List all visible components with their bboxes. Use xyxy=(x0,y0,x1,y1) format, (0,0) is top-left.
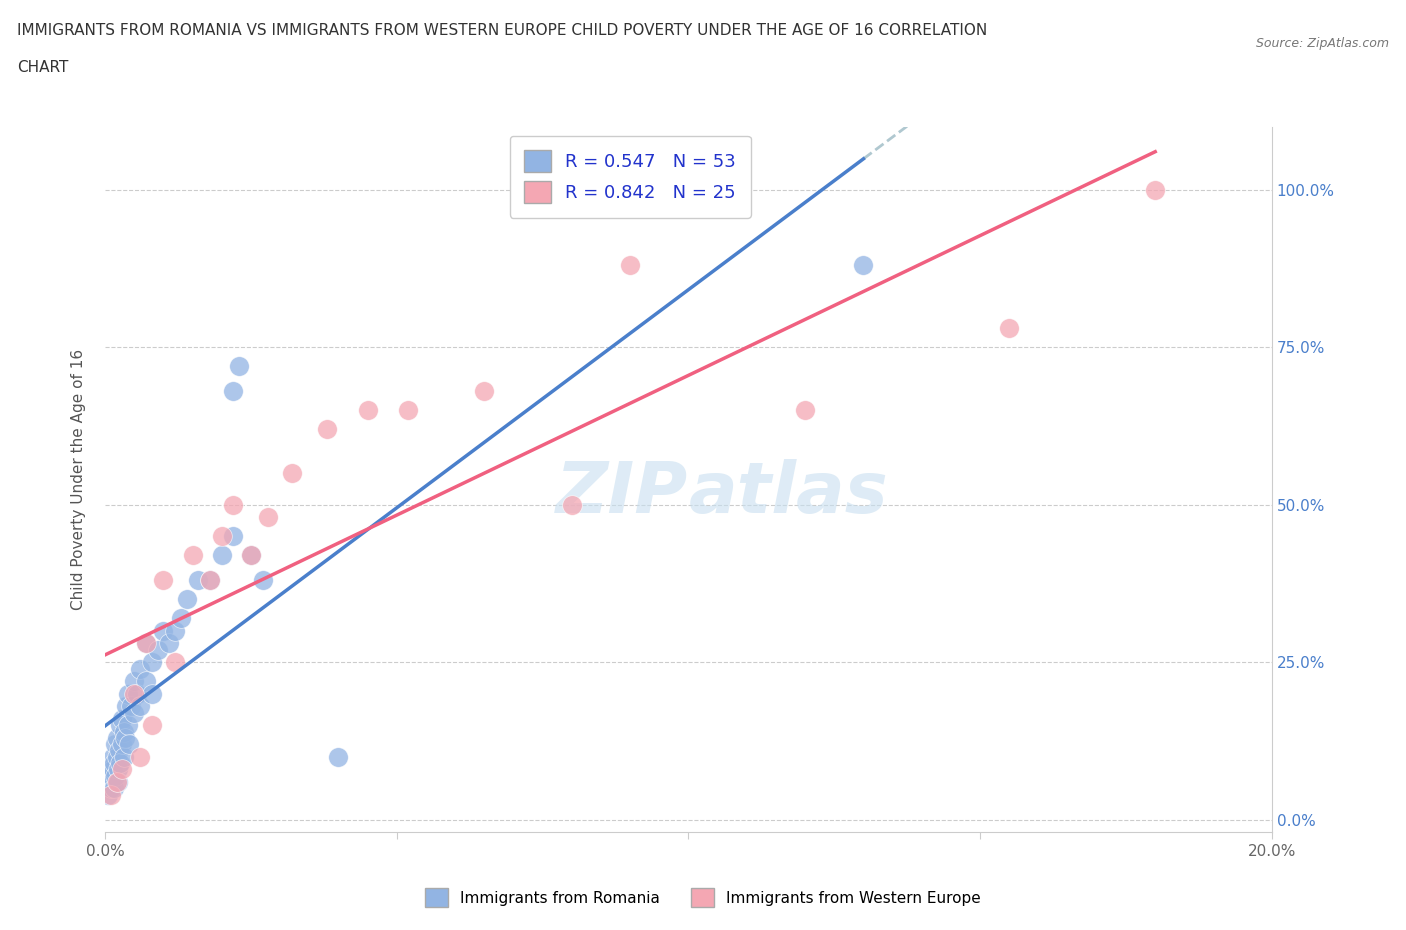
Point xyxy=(118,737,141,751)
Point xyxy=(100,787,122,802)
Point xyxy=(101,762,124,777)
Point xyxy=(998,321,1021,336)
Point xyxy=(211,529,233,544)
Point xyxy=(122,705,145,720)
Point xyxy=(100,762,122,777)
Point xyxy=(141,655,163,670)
Point xyxy=(257,510,280,525)
Point xyxy=(108,718,131,733)
Point xyxy=(1144,182,1167,197)
Point xyxy=(101,768,124,783)
Point xyxy=(852,258,875,272)
Point xyxy=(181,548,204,563)
Point xyxy=(619,258,641,272)
Point xyxy=(108,756,131,771)
Point xyxy=(794,403,817,418)
Point xyxy=(103,756,125,771)
Point xyxy=(141,686,163,701)
Point xyxy=(222,529,245,544)
Legend: R = 0.547   N = 53, R = 0.842   N = 25: R = 0.547 N = 53, R = 0.842 N = 25 xyxy=(509,136,751,218)
Point xyxy=(198,573,221,588)
Text: ZIP: ZIP xyxy=(557,459,689,528)
Point xyxy=(239,548,262,563)
Point xyxy=(176,591,198,606)
Point xyxy=(120,699,142,714)
Point xyxy=(152,623,174,638)
Point xyxy=(103,781,125,796)
Point xyxy=(315,421,337,436)
Point xyxy=(228,359,250,374)
Point xyxy=(122,686,145,701)
Point xyxy=(105,730,128,745)
Point xyxy=(187,573,209,588)
Point xyxy=(239,548,262,563)
Point xyxy=(105,775,128,790)
Point xyxy=(152,573,174,588)
Text: CHART: CHART xyxy=(17,60,69,75)
Point xyxy=(111,762,134,777)
Point xyxy=(107,762,129,777)
Text: IMMIGRANTS FROM ROMANIA VS IMMIGRANTS FROM WESTERN EUROPE CHILD POVERTY UNDER TH: IMMIGRANTS FROM ROMANIA VS IMMIGRANTS FR… xyxy=(17,23,987,38)
Point xyxy=(112,724,135,739)
Point xyxy=(122,673,145,688)
Point xyxy=(141,718,163,733)
Point xyxy=(108,743,131,758)
Point xyxy=(114,730,136,745)
Point xyxy=(104,768,127,783)
Point xyxy=(111,711,134,726)
Point xyxy=(135,636,157,651)
Text: atlas: atlas xyxy=(689,459,889,528)
Point xyxy=(104,737,127,751)
Point xyxy=(146,643,169,658)
Point xyxy=(472,384,495,399)
Point xyxy=(129,699,152,714)
Legend: Immigrants from Romania, Immigrants from Western Europe: Immigrants from Romania, Immigrants from… xyxy=(419,883,987,913)
Point xyxy=(163,623,186,638)
Point xyxy=(101,750,124,764)
Point xyxy=(252,573,274,588)
Point xyxy=(356,403,378,418)
Point xyxy=(125,686,148,701)
Point xyxy=(222,498,245,512)
Point xyxy=(222,384,245,399)
Point xyxy=(561,498,583,512)
Point xyxy=(129,750,152,764)
Point xyxy=(107,775,129,790)
Point xyxy=(112,750,135,764)
Point xyxy=(100,781,122,796)
Y-axis label: Child Poverty Under the Age of 16: Child Poverty Under the Age of 16 xyxy=(72,349,86,610)
Point xyxy=(198,573,221,588)
Text: Source: ZipAtlas.com: Source: ZipAtlas.com xyxy=(1256,37,1389,50)
Point xyxy=(97,787,120,802)
Point xyxy=(280,466,302,481)
Point xyxy=(328,750,350,764)
Point xyxy=(211,548,233,563)
Point xyxy=(135,636,157,651)
Point xyxy=(117,718,139,733)
Point xyxy=(396,403,419,418)
Point xyxy=(163,655,186,670)
Point xyxy=(98,775,121,790)
Point xyxy=(115,699,138,714)
Point xyxy=(111,737,134,751)
Point xyxy=(117,686,139,701)
Point xyxy=(105,750,128,764)
Point xyxy=(135,673,157,688)
Point xyxy=(170,611,193,626)
Point xyxy=(129,661,152,676)
Point xyxy=(157,636,180,651)
